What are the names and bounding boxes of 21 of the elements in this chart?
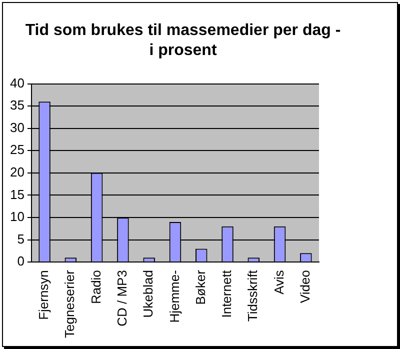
x-tick-label: CD / MP3 bbox=[114, 270, 130, 326]
x-tick-label: Avis bbox=[271, 270, 286, 294]
y-tick-label: 35 bbox=[10, 98, 24, 113]
x-tick-label: Fjernsyn bbox=[36, 270, 52, 320]
y-tick-label: 15 bbox=[10, 186, 24, 202]
x-tick-label: Internett bbox=[219, 270, 234, 318]
x-tick-label: Ukeblad bbox=[140, 270, 156, 318]
y-tick-label: 5 bbox=[17, 231, 24, 246]
y-tick-label: 25 bbox=[10, 142, 24, 158]
chart-title: Tid som brukes til massemedier per dag - i prosent bbox=[24, 21, 342, 61]
x-tick-label: Bøker bbox=[192, 269, 208, 305]
y-tick-label: 10 bbox=[10, 209, 24, 224]
y-tick-label: 0 bbox=[17, 254, 24, 269]
y-tick-label: 20 bbox=[10, 164, 24, 180]
y-tick-label: 40 bbox=[10, 75, 24, 90]
y-tick-label: 30 bbox=[10, 120, 24, 135]
x-tick-label: Video bbox=[298, 270, 313, 304]
x-tick-label: Tidsskrift bbox=[245, 270, 260, 322]
x-tick-label: Radio bbox=[88, 270, 104, 304]
x-tick-label: Hjemme- bbox=[166, 270, 182, 323]
x-tick-label: Tegneserier bbox=[62, 269, 78, 338]
